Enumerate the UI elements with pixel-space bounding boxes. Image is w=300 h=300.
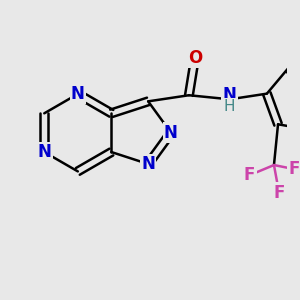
Text: N: N [141,155,155,173]
Text: F: F [289,160,300,178]
Text: F: F [273,184,285,202]
Text: H: H [224,99,236,114]
Text: N: N [71,85,85,103]
Text: N: N [164,124,178,142]
Text: F: F [244,166,255,184]
Text: O: O [188,49,202,67]
Text: N: N [223,86,237,104]
Text: N: N [37,143,51,161]
